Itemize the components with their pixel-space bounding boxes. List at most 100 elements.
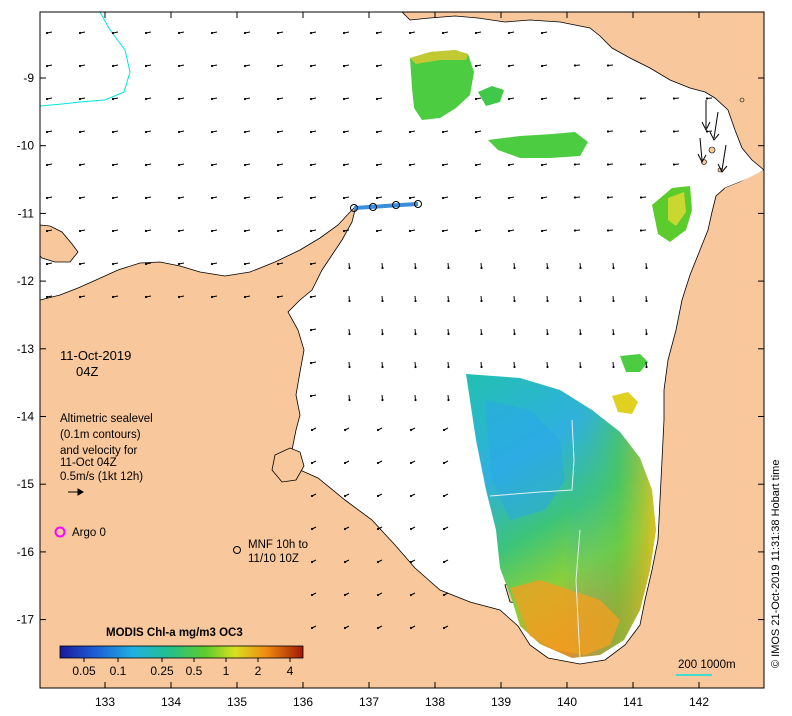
velocity-arrow [639, 130, 647, 133]
velocity-arrow [78, 64, 86, 68]
velocity-arrow [45, 229, 53, 233]
chl-patch-band [488, 132, 588, 158]
velocity-arrow [348, 394, 351, 402]
velocity-arrow [441, 31, 449, 35]
velocity-arrow [144, 64, 152, 68]
velocity-arrow [243, 229, 251, 233]
velocity-arrow [705, 130, 713, 133]
velocity-arrow [348, 262, 351, 270]
velocity-arrow [144, 97, 152, 101]
mnf-track-line [353, 202, 419, 210]
velocity-arrow [45, 130, 53, 134]
velocity-arrow [210, 31, 218, 35]
velocity-arrow [342, 130, 350, 134]
mnf-track-point [392, 201, 400, 209]
y-tick-label: -12 [17, 274, 35, 288]
velocity-arrow [177, 31, 185, 35]
velocity-arrow [177, 163, 185, 167]
velocity-arrow [144, 130, 152, 134]
velocity-arrow [408, 196, 416, 200]
velocity-arrow [408, 130, 416, 134]
velocity-arrow [78, 163, 86, 167]
velocity-arrow [705, 97, 713, 100]
velocity-arrow [177, 229, 185, 233]
velocity-arrow [579, 328, 582, 336]
velocity-arrow [210, 97, 218, 101]
velocity-arrow [507, 64, 515, 68]
argo-marker [54, 526, 66, 538]
argo-label: Argo 0 [72, 527, 106, 539]
velocity-arrow [375, 97, 383, 101]
velocity-arrow [546, 262, 549, 270]
velocity-arrow [111, 295, 119, 299]
velocity-arrow [310, 493, 317, 498]
velocity-arrow [513, 295, 516, 303]
velocity-arrow [507, 196, 515, 200]
velocity-arrow [177, 130, 185, 134]
velocity-arrow [513, 262, 516, 270]
legend-line-1: Altimetric sealevel [60, 413, 153, 425]
velocity-arrow [343, 625, 350, 630]
velocity-arrow [375, 130, 383, 134]
velocity-arrow [441, 196, 449, 200]
velocity-arrow [442, 493, 449, 498]
velocity-arrow [376, 493, 383, 498]
velocity-arrow [612, 295, 615, 303]
velocity-arrow [348, 361, 351, 369]
velocity-arrow [442, 625, 449, 630]
x-tick-label: 138 [425, 695, 445, 709]
velocity-arrow [310, 460, 317, 465]
velocity-arrow [375, 31, 383, 35]
velocity-arrow [111, 262, 119, 266]
velocity-arrow [645, 361, 648, 369]
velocity-arrow [442, 592, 449, 597]
velocity-arrow [376, 592, 383, 597]
velocity-arrow [177, 295, 185, 299]
chl-swath-eastern [560, 390, 656, 658]
velocity-arrow [348, 328, 351, 336]
velocity-arrow [276, 97, 284, 101]
velocity-arrow [45, 31, 53, 35]
velocity-arrow [414, 328, 417, 336]
velocity-arrow [409, 526, 416, 531]
y-axis: -9 -10 -11 -12 -13 -14 -15 -16 -17 [17, 71, 764, 627]
velocity-arrow [672, 97, 680, 100]
chlorophyll-layer [410, 50, 692, 658]
velocity-arrow [507, 163, 515, 167]
velocity-arrow [309, 97, 317, 101]
velocity-arrow [441, 163, 449, 167]
velocity-arrow [276, 262, 284, 266]
velocity-arrow [111, 64, 119, 68]
velocity-arrow [606, 97, 614, 100]
velocity-arrow [375, 64, 383, 68]
velocity-arrow [276, 64, 284, 68]
velocity-arrow [409, 592, 416, 597]
sealevel-contour [489, 419, 575, 497]
colorbar-tick-label: 1 [223, 664, 230, 678]
velocity-arrow [639, 163, 647, 166]
velocity-arrow [447, 295, 450, 303]
velocity-arrow [606, 64, 614, 67]
velocity-arrow [210, 295, 218, 299]
chl-patch-north-edge [410, 50, 468, 64]
velocity-arrow [381, 394, 384, 402]
mnf-track-point [414, 200, 422, 208]
velocity-arrow [78, 97, 86, 101]
velocity-arrow [310, 625, 317, 630]
velocity-arrow [309, 64, 317, 68]
velocity-arrow [45, 163, 53, 167]
velocity-arrow [573, 196, 581, 199]
y-tick-label: -14 [17, 410, 35, 424]
velocity-arrow [480, 328, 483, 336]
velocity-arrow [409, 493, 416, 498]
colorbar-tick-label: 2 [255, 664, 262, 678]
colorbar-tick-label: 0.05 [72, 664, 96, 678]
chl-patch-north-small [478, 86, 504, 106]
velocity-arrow [309, 196, 317, 200]
depth-scale-label: 200 1000m [678, 659, 736, 671]
legend-line-3: and velocity for [60, 445, 138, 457]
velocity-arrow [348, 295, 351, 303]
velocity-arrow [442, 460, 449, 465]
velocity-arrow [343, 493, 350, 498]
